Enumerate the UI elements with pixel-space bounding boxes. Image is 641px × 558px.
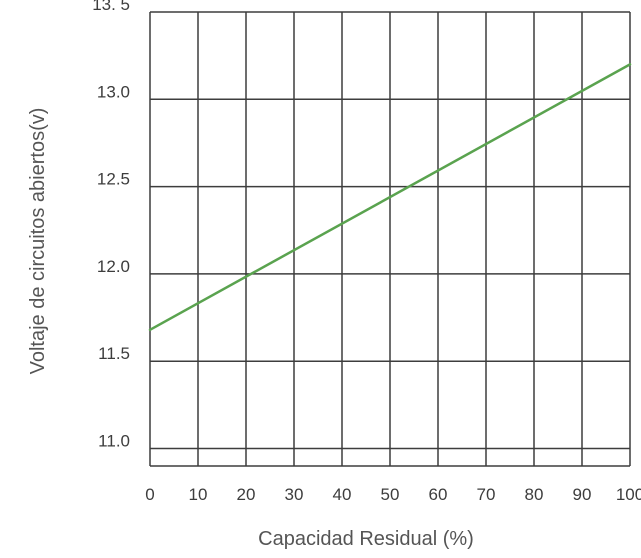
x-axis-ticks: 0 10 20 30 40 50 60 70 80 90 100 [145, 485, 641, 504]
x-tick-label: 60 [429, 485, 448, 504]
x-tick-label: 50 [381, 485, 400, 504]
y-axis-ticks: 11.0 11.5 12.0 12.5 13.0 13. 5 [92, 0, 130, 451]
x-tick-label: 80 [525, 485, 544, 504]
y-tick-label: 13. 5 [92, 0, 130, 14]
series-layer [148, 63, 632, 332]
x-tick-label: 20 [237, 485, 256, 504]
y-tick-label: 11.0 [98, 432, 130, 451]
x-tick-label: 0 [145, 485, 154, 504]
x-tick-label: 10 [189, 485, 208, 504]
x-tick-label: 90 [573, 485, 592, 504]
y-tick-label: 13.0 [97, 82, 130, 101]
y-tick-label: 12.0 [97, 257, 130, 276]
x-axis-label: Capacidad Residual (%) [258, 528, 474, 550]
y-axis-label: Voltaje de circuitos abiertos(v) [27, 108, 49, 375]
x-tick-label: 100 [616, 485, 641, 504]
x-tick-label: 30 [285, 485, 304, 504]
y-tick-label: 12.5 [97, 170, 130, 189]
x-tick-label: 40 [333, 485, 352, 504]
x-tick-label: 70 [477, 485, 496, 504]
series-line [148, 63, 632, 332]
y-tick-label: 11.5 [98, 344, 130, 363]
grid-layer [149, 11, 631, 467]
